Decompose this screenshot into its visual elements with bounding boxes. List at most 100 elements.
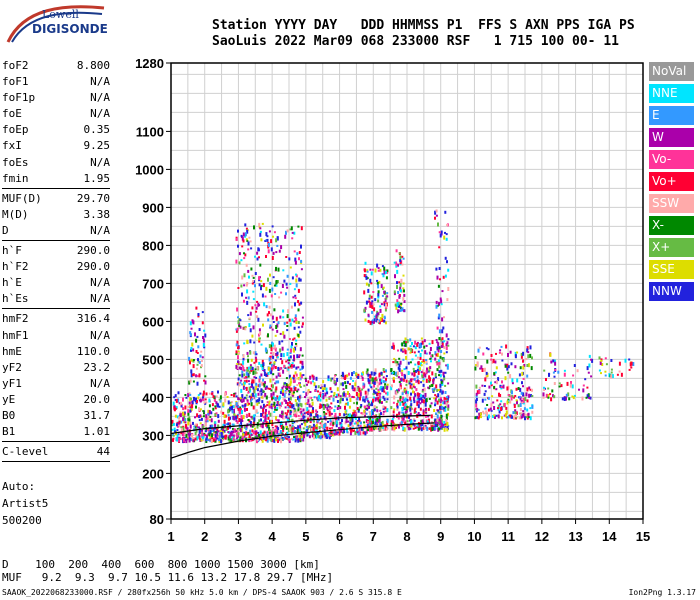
echo-point	[315, 409, 318, 413]
echo-point	[293, 407, 296, 410]
echo-point	[273, 401, 276, 406]
param-value: 3.38	[83, 207, 111, 221]
echo-point	[408, 414, 410, 419]
echo-point	[400, 278, 403, 283]
param-value: N/A	[90, 91, 110, 105]
echo-point	[509, 374, 512, 379]
echo-point	[272, 235, 274, 238]
echo-point	[378, 418, 381, 423]
echo-point	[475, 399, 478, 404]
echo-point	[304, 396, 306, 398]
echo-point	[398, 363, 401, 368]
echo-point	[438, 364, 440, 367]
echo-point	[298, 428, 301, 433]
echo-point	[299, 383, 301, 387]
echo-point	[368, 294, 371, 298]
echo-point	[302, 391, 305, 393]
echo-point	[345, 397, 348, 400]
echo-point	[382, 427, 385, 431]
echo-point	[377, 296, 380, 299]
echo-point	[277, 439, 279, 443]
echo-point	[438, 313, 441, 318]
echo-point	[377, 422, 380, 427]
echo-point	[379, 308, 382, 313]
echo-point	[285, 377, 288, 380]
echo-point	[510, 362, 513, 366]
echo-point	[498, 351, 501, 354]
echo-point	[270, 352, 273, 355]
echo-point	[376, 380, 379, 384]
echo-point	[262, 403, 265, 408]
echo-point	[419, 423, 422, 426]
echo-point	[306, 383, 308, 386]
echo-point	[245, 283, 248, 287]
echo-point	[178, 402, 181, 405]
echo-point	[380, 379, 383, 383]
echo-point	[584, 378, 587, 381]
param-name: hmF1	[2, 328, 29, 342]
echo-point	[363, 290, 366, 295]
echo-point	[437, 342, 440, 347]
echo-point	[238, 418, 241, 422]
echo-point	[172, 422, 175, 426]
echo-point	[267, 242, 270, 247]
echo-point	[172, 437, 175, 440]
echo-point	[373, 405, 376, 410]
echo-point	[383, 315, 386, 319]
echo-point	[256, 402, 259, 406]
echo-point	[402, 413, 405, 416]
echo-point	[245, 394, 248, 397]
echo-point	[271, 225, 274, 228]
echo-point	[429, 347, 432, 351]
echo-point	[421, 390, 424, 393]
echo-point	[244, 232, 247, 237]
echo-point	[292, 359, 295, 362]
echo-point	[370, 411, 373, 416]
echo-point	[369, 384, 372, 387]
echo-point	[241, 275, 244, 280]
echo-point	[293, 430, 296, 433]
echo-point	[245, 386, 248, 391]
echo-point	[268, 400, 271, 403]
echo-point	[322, 380, 325, 384]
echo-point	[383, 290, 386, 294]
echo-point	[191, 319, 194, 324]
echo-point	[511, 382, 514, 385]
echo-point	[434, 394, 437, 397]
echo-point	[397, 263, 399, 267]
echo-point	[415, 379, 418, 383]
y-tick-label: 300	[142, 428, 164, 443]
echo-point	[325, 434, 328, 439]
echo-point	[254, 272, 257, 275]
echo-point	[281, 346, 284, 351]
echo-point	[396, 408, 399, 411]
echo-point	[202, 398, 205, 402]
echo-point	[399, 259, 402, 263]
echo-point	[244, 223, 247, 227]
echo-point	[395, 305, 398, 310]
echo-point	[409, 361, 412, 364]
echo-point	[189, 409, 192, 413]
echo-point	[301, 413, 303, 416]
echo-point	[241, 410, 243, 415]
echo-point	[236, 327, 239, 331]
echo-point	[365, 370, 368, 374]
echo-point	[478, 412, 481, 416]
legend-item-e: E	[649, 106, 694, 125]
echo-point	[264, 405, 267, 408]
echo-point	[421, 398, 423, 403]
echo-point	[438, 267, 441, 270]
echo-point	[214, 423, 217, 427]
echo-point	[386, 398, 389, 401]
echo-point	[339, 406, 342, 410]
echo-point	[405, 356, 408, 360]
echo-point	[174, 430, 177, 433]
echo-point	[195, 374, 198, 378]
echo-point	[252, 325, 255, 330]
echo-point	[522, 360, 524, 363]
echo-point	[250, 247, 253, 250]
echo-point	[248, 419, 251, 423]
echo-point	[273, 431, 276, 436]
echo-point	[264, 414, 267, 419]
echo-point	[204, 375, 207, 378]
